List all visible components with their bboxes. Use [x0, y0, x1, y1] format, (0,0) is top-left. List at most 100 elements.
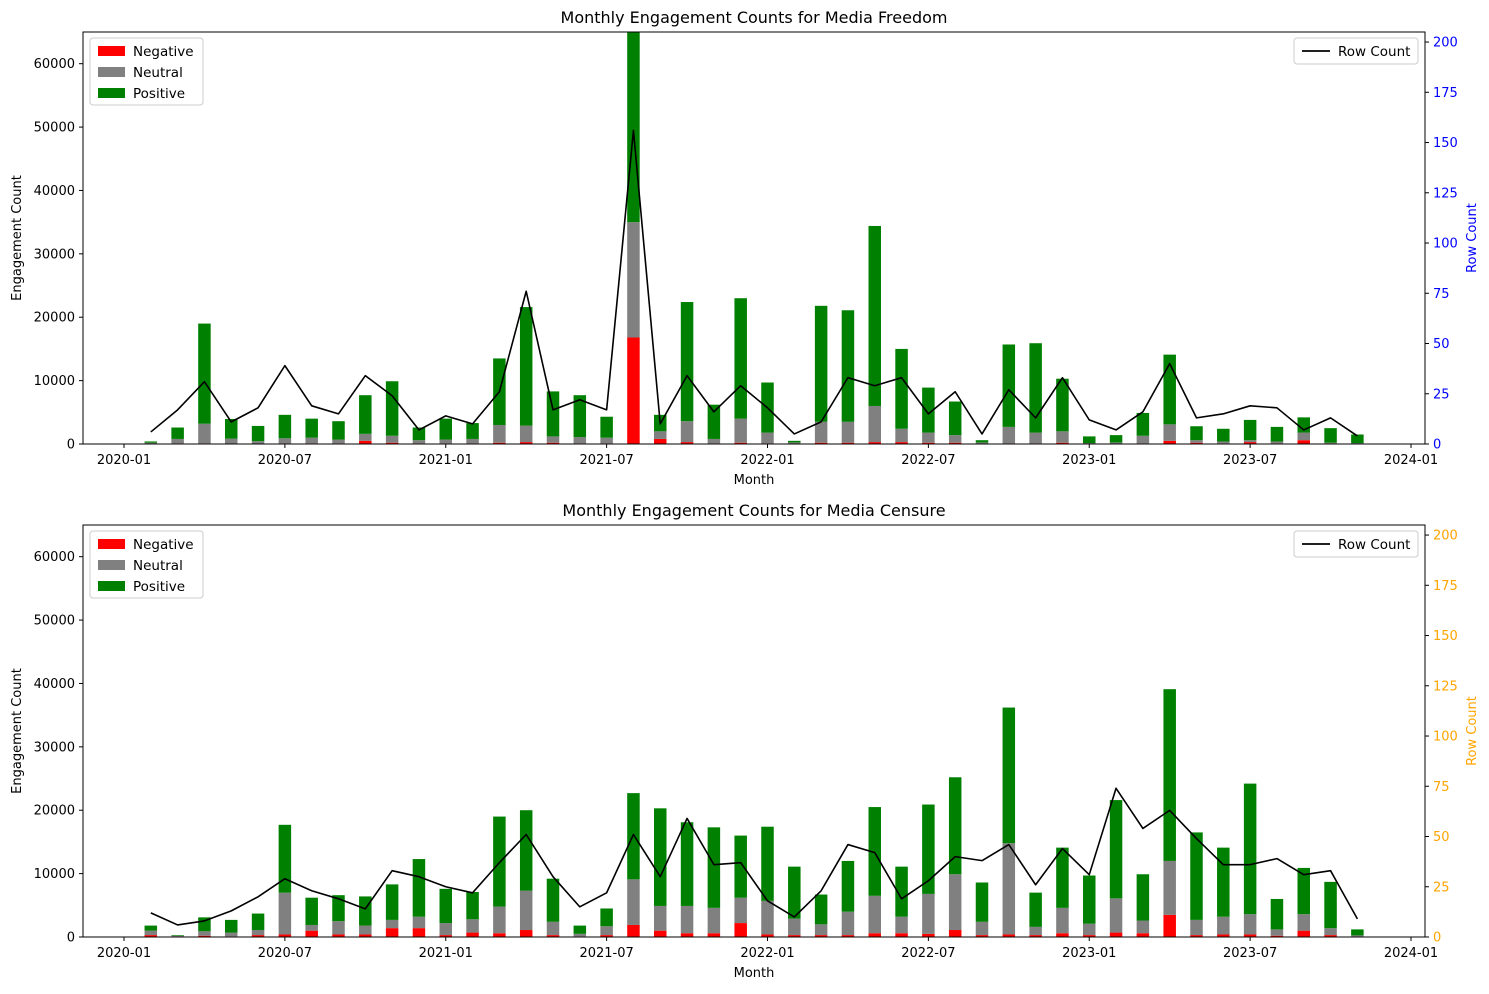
censure-bar-positive-2022-10: [1003, 708, 1016, 844]
censure-bar-positive-2022-09: [976, 882, 989, 921]
freedom-bar-neutral-2022-10: [1003, 427, 1016, 443]
freedom-bar-neutral-2023-06: [1217, 441, 1230, 443]
freedom-bar-neutral-2023-04: [1163, 424, 1176, 440]
freedom-x-axis-label: Month: [734, 473, 775, 488]
censure-bar-neutral-2023-07: [1244, 914, 1257, 934]
censure-ytick-label-1: 10000: [34, 867, 75, 882]
censure-bar-negative-2021-11: [708, 933, 721, 937]
censure-bar-neutral-2023-06: [1217, 917, 1230, 935]
censure-bar-neutral-2020-06: [252, 930, 265, 935]
freedom-xtick-label-3: 2021-07: [579, 453, 633, 468]
freedom-legend-line-label: Row Count: [1338, 44, 1410, 60]
censure-y2tick-label-0: 0: [1433, 931, 1441, 946]
freedom-bar-positive-2020-07: [279, 415, 292, 438]
freedom-xtick-label-4: 2022-01: [740, 453, 794, 468]
censure-ytick-label-6: 60000: [34, 550, 75, 565]
censure-bar-neutral-2021-09: [654, 906, 667, 931]
freedom-bar-neutral-2021-12: [734, 419, 747, 443]
censure-y2tick-label-5: 125: [1433, 679, 1458, 694]
censure-bar-neutral-2020-12: [413, 917, 426, 928]
censure-bar-positive-2021-06: [574, 926, 587, 934]
freedom-bar-neutral-2021-10: [681, 421, 694, 442]
freedom-bar-positive-2020-11: [386, 381, 399, 436]
censure-bar-negative-2021-08: [627, 925, 640, 937]
censure-bar-positive-2023-04: [1163, 689, 1176, 861]
censure-bar-positive-2021-05: [547, 879, 560, 922]
censure-bar-positive-2023-07: [1244, 784, 1257, 915]
freedom-legend-swatch-0: [98, 46, 125, 56]
censure-bar-neutral-2020-11: [386, 920, 399, 928]
freedom-bar-positive-2023-08: [1271, 427, 1284, 442]
censure-bar-neutral-2022-02: [788, 919, 801, 935]
censure-legend-label-1: Neutral: [133, 558, 183, 574]
freedom-ytick-label-6: 60000: [34, 57, 75, 72]
censure-bar-neutral-2023-02: [1110, 898, 1123, 932]
freedom-y2tick-label-7: 175: [1433, 86, 1458, 101]
censure-legend-swatch-0: [98, 539, 125, 549]
freedom-bar-neutral-2020-09: [332, 440, 345, 444]
freedom-y2tick-label-5: 125: [1433, 186, 1458, 201]
freedom-bar-neutral-2021-03: [493, 425, 506, 443]
censure-bar-positive-2021-09: [654, 808, 667, 906]
freedom-bar-positive-2021-12: [734, 298, 747, 418]
censure-xtick-label-3: 2021-07: [579, 946, 633, 961]
freedom-bar-positive-2022-05: [869, 226, 882, 406]
censure-xtick-label-2: 2021-01: [419, 946, 473, 961]
freedom-bar-neutral-2021-08: [627, 222, 640, 337]
freedom-bar-negative-2021-08: [627, 338, 640, 444]
censure-chart-title: Monthly Engagement Counts for Media Cens…: [562, 501, 945, 520]
freedom-y2tick-label-2: 50: [1433, 337, 1450, 352]
censure-bar-positive-2021-12: [734, 836, 747, 898]
freedom-bar-neutral-2022-05: [869, 406, 882, 442]
censure-bar-negative-2021-12: [734, 923, 747, 937]
censure-legend-label-2: Positive: [133, 579, 185, 595]
censure-bar-positive-2022-04: [842, 861, 855, 912]
censure-bar-negative-2022-08: [949, 930, 962, 937]
freedom-bar-positive-2020-09: [332, 421, 345, 439]
censure-bar-positive-2020-02: [145, 926, 158, 931]
censure-bar-negative-2022-05: [869, 933, 882, 937]
censure-bar-neutral-2022-04: [842, 912, 855, 935]
censure-bar-neutral-2021-01: [440, 923, 453, 935]
censure-legend-swatch-1: [98, 560, 125, 570]
freedom-bar-negative-2021-09: [654, 439, 667, 444]
freedom-bar-neutral-2021-11: [708, 439, 721, 443]
censure-bar-neutral-2022-11: [1029, 927, 1042, 935]
freedom-bar-neutral-2020-07: [279, 438, 292, 443]
freedom-ytick-label-0: 0: [67, 438, 75, 453]
freedom-bar-neutral-2023-02: [1110, 442, 1123, 443]
freedom-bar-positive-2023-03: [1137, 413, 1150, 436]
freedom-bar-neutral-2022-08: [949, 435, 962, 443]
censure-bar-positive-2020-06: [252, 914, 265, 930]
censure-bar-negative-2022-12: [1056, 933, 1069, 937]
freedom-bar-negative-2023-09: [1298, 440, 1311, 444]
freedom-bar-neutral-2020-06: [252, 441, 265, 444]
freedom-bar-neutral-2023-07: [1244, 440, 1257, 442]
censure-xtick-label-6: 2023-01: [1062, 946, 1116, 961]
censure-bar-neutral-2022-07: [922, 894, 935, 934]
censure-bar-negative-2021-10: [681, 933, 694, 937]
censure-bar-neutral-2020-08: [305, 925, 318, 931]
freedom-bar-neutral-2022-07: [922, 433, 935, 443]
censure-bar-neutral-2020-07: [279, 893, 292, 935]
freedom-bar-positive-2021-07: [600, 417, 613, 438]
censure-bar-positive-2023-10: [1324, 882, 1337, 928]
freedom-bar-positive-2022-09: [976, 440, 989, 442]
freedom-xtick-label-6: 2023-01: [1062, 453, 1116, 468]
freedom-bar-neutral-2020-05: [225, 439, 238, 444]
freedom-bar-neutral-2021-05: [547, 436, 560, 442]
freedom-bar-neutral-2021-07: [600, 438, 613, 444]
censure-xtick-label-7: 2023-07: [1223, 946, 1277, 961]
censure-bar-negative-2021-04: [520, 930, 533, 937]
freedom-bar-positive-2021-02: [466, 423, 479, 439]
censure-bar-positive-2021-04: [520, 810, 533, 891]
freedom-y2tick-label-6: 150: [1433, 136, 1458, 151]
censure-bar-positive-2020-03: [171, 935, 184, 936]
censure-ytick-label-2: 20000: [34, 804, 75, 819]
censure-y2tick-label-8: 200: [1433, 529, 1458, 544]
freedom-bar-neutral-2023-03: [1137, 436, 1150, 444]
freedom-plot-area: [83, 32, 1425, 444]
censure-bar-positive-2020-10: [359, 896, 372, 925]
freedom-bar-positive-2020-06: [252, 426, 265, 441]
